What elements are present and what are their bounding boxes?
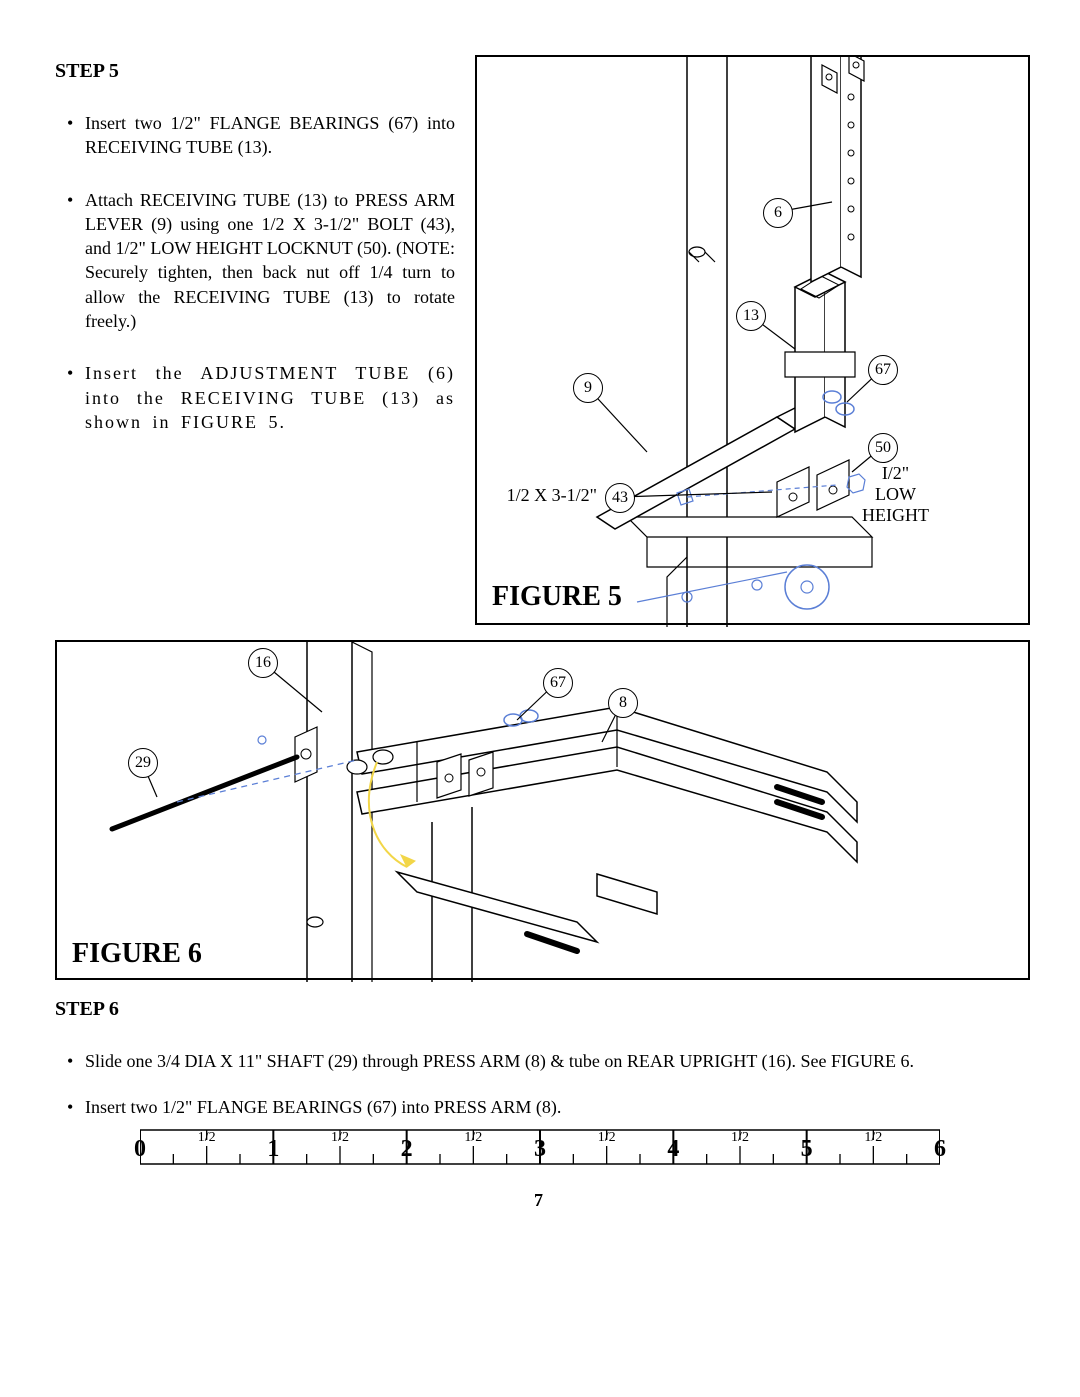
callout-circle: 9 bbox=[573, 373, 603, 403]
step6-bullets: Slide one 3/4 DIA X 11" SHAFT (29) throu… bbox=[55, 1049, 1030, 1120]
ruler-major-label: 5 bbox=[801, 1136, 813, 1163]
callout-circle: 16 bbox=[248, 648, 278, 678]
ruler-half-label: 1/2 bbox=[198, 1130, 216, 1146]
ruler-major-label: 6 bbox=[934, 1136, 946, 1163]
callout-text: I/2" LOW HEIGHT bbox=[862, 463, 929, 526]
callout-text: 1/2 X 3-1/2" bbox=[507, 485, 601, 506]
ruler-half-label: 1/2 bbox=[731, 1130, 749, 1146]
step6-bullet: Insert two 1/2" FLANGE BEARINGS (67) int… bbox=[85, 1095, 1025, 1119]
ruler-major-label: 2 bbox=[401, 1136, 413, 1163]
callout-circle: 13 bbox=[736, 301, 766, 331]
ruler-major-label: 0 bbox=[134, 1136, 146, 1163]
ruler-half-label: 1/2 bbox=[464, 1130, 482, 1146]
ruler-half-label: 1/2 bbox=[864, 1130, 882, 1146]
step6-heading: STEP 6 bbox=[55, 998, 1030, 1021]
ruler-half-label: 1/2 bbox=[598, 1130, 616, 1146]
ruler-scale: 01/211/221/231/241/251/26 bbox=[140, 1122, 940, 1182]
callout-circle: 67 bbox=[868, 355, 898, 385]
callout-circle: 50 bbox=[868, 433, 898, 463]
step5-bullet: Insert the ADJUSTMENT TUBE (6) into the … bbox=[85, 361, 455, 434]
step5-bullet: Attach RECEIVING TUBE (13) to PRESS ARM … bbox=[85, 188, 455, 334]
callout-circle: 8 bbox=[608, 688, 638, 718]
figure6-box: FIGURE 6 16 67 8 29 bbox=[55, 640, 1030, 980]
step5-heading: STEP 5 bbox=[55, 60, 455, 83]
step5-bullets: Insert two 1/2" FLANGE BEARINGS (67) int… bbox=[55, 111, 455, 434]
callout-circle: 67 bbox=[543, 668, 573, 698]
callout-circle: 43 bbox=[605, 483, 635, 513]
ruler-half-label: 1/2 bbox=[331, 1130, 349, 1146]
step5-text: STEP 5 Insert two 1/2" FLANGE BEARINGS (… bbox=[55, 60, 455, 434]
figure5-label: FIGURE 5 bbox=[492, 581, 622, 613]
ruler-major-label: 3 bbox=[534, 1136, 546, 1163]
step5-bullet: Insert two 1/2" FLANGE BEARINGS (67) int… bbox=[85, 111, 455, 160]
step6-text: STEP 6 Slide one 3/4 DIA X 11" SHAFT (29… bbox=[55, 998, 1030, 1142]
figure5-box: FIGURE 5 6 13 67 50I/2" LOW HEIGHT 9 431/2 X … bbox=[475, 55, 1030, 625]
callout-circle: 6 bbox=[763, 198, 793, 228]
page-number: 7 bbox=[534, 1190, 543, 1211]
figure5-diagram bbox=[477, 57, 1032, 627]
ruler-major-label: 1 bbox=[267, 1136, 279, 1163]
figure6-diagram bbox=[57, 642, 1032, 982]
step6-bullet: Slide one 3/4 DIA X 11" SHAFT (29) throu… bbox=[85, 1049, 1025, 1073]
ruler-major-label: 4 bbox=[667, 1136, 679, 1163]
figure6-label: FIGURE 6 bbox=[72, 938, 202, 970]
callout-circle: 29 bbox=[128, 748, 158, 778]
